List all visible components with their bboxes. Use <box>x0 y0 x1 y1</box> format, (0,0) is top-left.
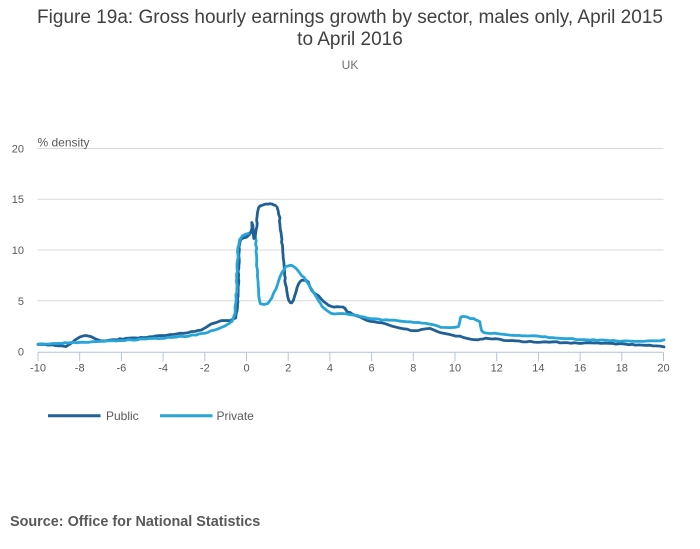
svg-text:10: 10 <box>12 245 24 257</box>
svg-text:20: 20 <box>657 363 669 375</box>
svg-text:16: 16 <box>574 363 586 375</box>
svg-text:Public: Public <box>106 409 139 423</box>
svg-text:0: 0 <box>243 363 249 375</box>
svg-text:-8: -8 <box>75 363 85 375</box>
svg-text:6: 6 <box>369 363 375 375</box>
svg-text:20: 20 <box>12 144 24 156</box>
svg-text:18: 18 <box>616 363 628 375</box>
svg-text:-6: -6 <box>117 363 127 375</box>
svg-text:2: 2 <box>285 363 291 375</box>
svg-text:-4: -4 <box>158 363 168 375</box>
svg-text:4: 4 <box>327 363 333 375</box>
svg-text:-2: -2 <box>200 363 210 375</box>
svg-text:0: 0 <box>18 347 24 359</box>
svg-text:% density: % density <box>38 135 90 149</box>
svg-text:15: 15 <box>12 194 24 206</box>
svg-text:10: 10 <box>449 363 461 375</box>
svg-text:14: 14 <box>532 363 544 375</box>
svg-text:8: 8 <box>410 363 416 375</box>
svg-text:-10: -10 <box>30 363 46 375</box>
svg-text:Private: Private <box>217 409 255 423</box>
svg-text:5: 5 <box>18 296 24 308</box>
svg-text:12: 12 <box>491 363 503 375</box>
